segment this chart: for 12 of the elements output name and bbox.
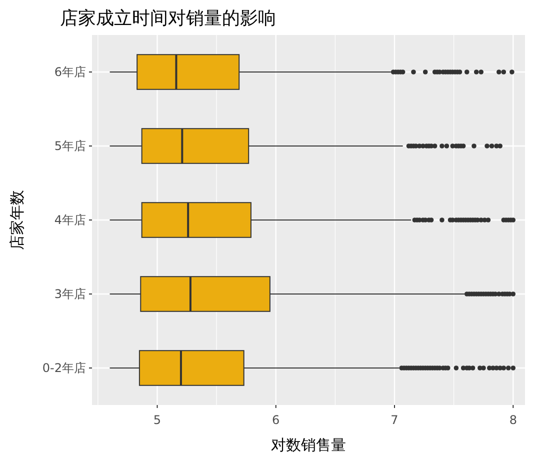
y-tick-label: 6年店	[54, 65, 86, 79]
y-tick-label: 4年店	[54, 213, 86, 227]
x-axis-title: 对数销售量	[271, 436, 346, 454]
y-axis-title: 店家年数	[8, 190, 26, 250]
x-tick-label: 6	[272, 413, 280, 427]
x-tick-label: 8	[509, 413, 517, 427]
x-tick-label: 5	[153, 413, 162, 427]
y-tick-label: 0-2年店	[42, 361, 86, 375]
y-tick-label: 5年店	[54, 139, 86, 153]
chart-title: 店家成立时间对销量的影响	[60, 8, 276, 29]
y-tick-label: 3年店	[54, 287, 86, 301]
x-tick-label: 7	[390, 413, 398, 427]
